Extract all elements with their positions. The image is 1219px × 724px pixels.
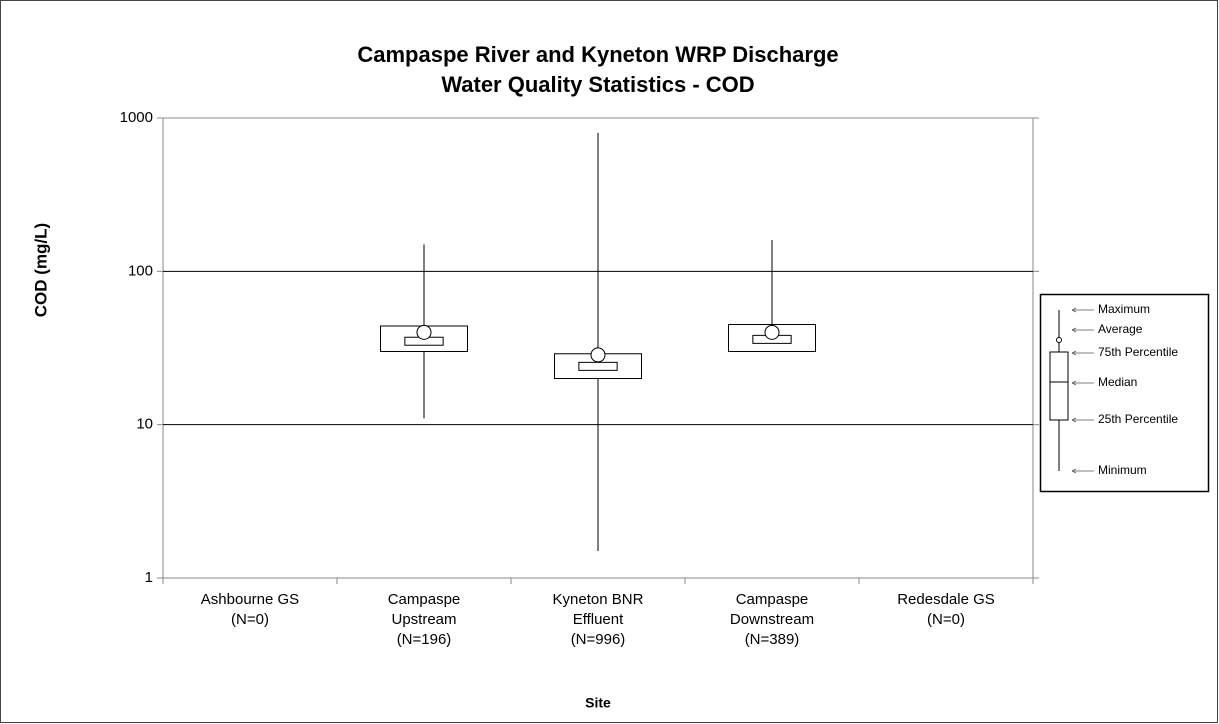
legend-arrow — [1071, 380, 1077, 386]
y-tick-label: 10 — [136, 416, 153, 433]
legend-label: Median — [1098, 375, 1137, 389]
x-tick-label: (N=996) — [571, 631, 626, 648]
x-tick-label: Campaspe — [388, 591, 461, 608]
x-tick-label: Downstream — [730, 611, 814, 628]
chart-title: Water Quality Statistics - COD — [441, 72, 754, 97]
x-axis-label: Site — [585, 695, 611, 711]
legend-arrow — [1071, 468, 1077, 474]
median — [578, 361, 618, 371]
legend-label: Minimum — [1098, 463, 1147, 477]
legend-label: 25th Percentile — [1098, 412, 1178, 426]
x-tick-label: Kyneton BNR — [553, 591, 644, 608]
legend-label: 75th Percentile — [1098, 345, 1178, 359]
x-tick-label: (N=0) — [231, 611, 269, 628]
x-tick-label: Ashbourne GS — [201, 591, 299, 608]
x-tick-label: Effluent — [573, 611, 624, 628]
x-tick-label: Redesdale GS — [897, 591, 995, 608]
legend-glyph — [1049, 351, 1069, 421]
mean — [590, 347, 606, 363]
y-tick-label: 1000 — [120, 109, 153, 126]
mean — [416, 324, 432, 340]
x-tick-label: (N=196) — [397, 631, 452, 648]
x-tick-label: (N=389) — [745, 631, 800, 648]
legend-arrow — [1071, 417, 1077, 423]
legend-label: Maximum — [1098, 302, 1150, 316]
legend-arrow — [1071, 307, 1077, 313]
legend-glyph — [1056, 337, 1062, 343]
legend — [1039, 293, 1210, 493]
y-axis-label: COD (mg/L) — [31, 223, 50, 317]
y-tick-label: 100 — [128, 262, 153, 279]
legend-label: Average — [1098, 322, 1143, 336]
legend-arrow — [1071, 350, 1077, 356]
x-tick-label: Campaspe — [736, 591, 809, 608]
x-tick-label: (N=0) — [927, 611, 965, 628]
mean — [764, 324, 780, 340]
chart-title: Campaspe River and Kyneton WRP Discharge — [357, 42, 838, 67]
x-tick-label: Upstream — [391, 611, 456, 628]
y-tick-label: 1 — [145, 569, 153, 586]
legend-arrow — [1071, 327, 1077, 333]
